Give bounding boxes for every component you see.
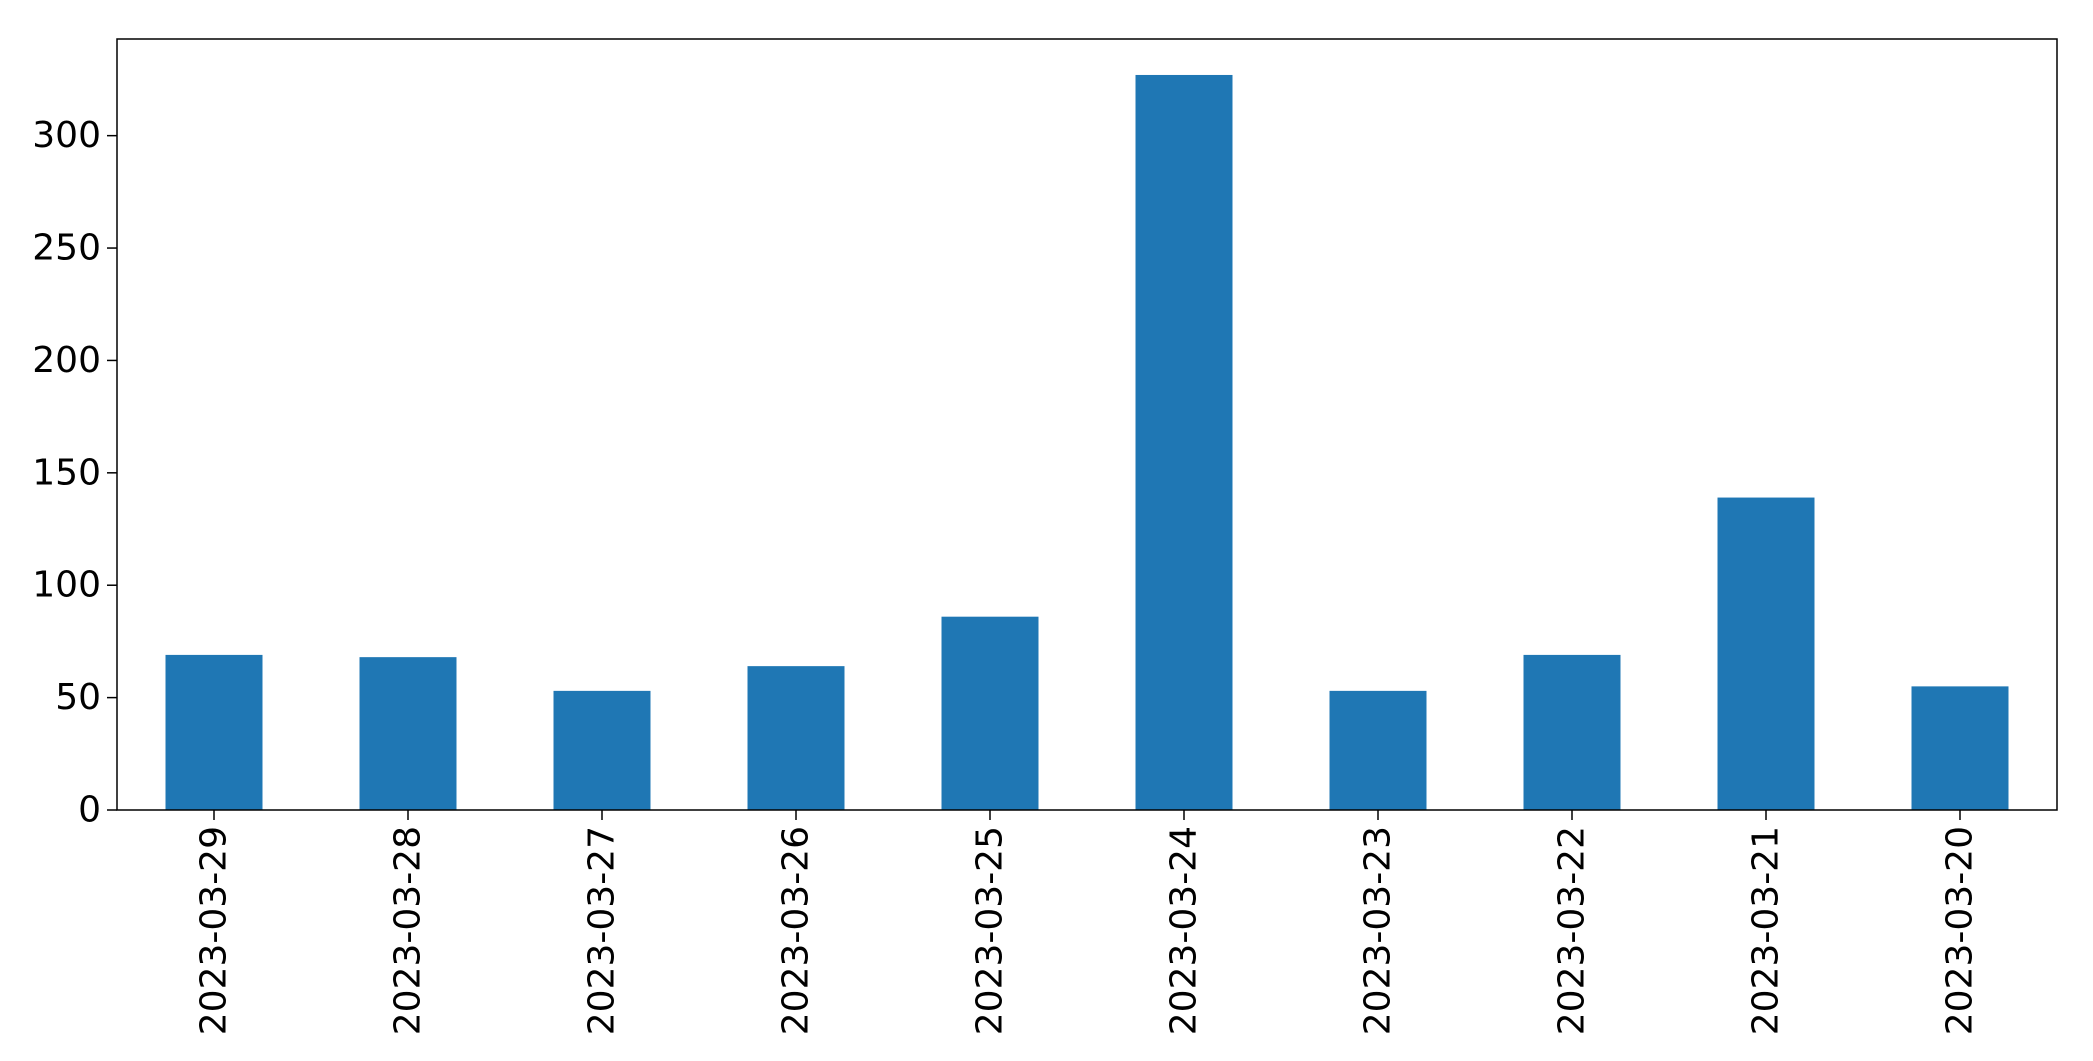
y-tick-label: 300 [32,115,101,156]
plot-frame [116,38,2058,811]
bar-2023-03-20 [1911,686,2009,810]
x-tick-label: 2023-03-23 [1358,826,1399,1035]
bar-2023-03-23 [1329,690,1427,810]
x-tick-label: 2023-03-24 [1164,826,1205,1035]
bar-2023-03-28 [359,657,457,810]
x-tick-label: 2023-03-29 [194,826,235,1035]
x-tick-label: 2023-03-28 [388,826,429,1035]
y-tick-label: 100 [32,565,101,606]
x-tick-label: 2023-03-20 [1940,826,1981,1035]
bar-2023-03-22 [1523,654,1621,810]
bar-2023-03-24 [1135,74,1233,810]
y-tick-label: 200 [32,340,101,381]
bar-2023-03-27 [553,690,651,810]
y-tick-label: 50 [55,677,101,718]
bar-2023-03-26 [747,666,845,810]
bar-2023-03-21 [1717,497,1815,810]
bars-layer [165,74,2009,810]
y-tick-label: 250 [32,228,101,269]
x-tick-label: 2023-03-27 [582,826,623,1035]
x-tick-label: 2023-03-26 [776,826,817,1035]
x-tick-label: 2023-03-21 [1746,826,1787,1035]
x-axis: 2023-03-29 2023-03-28 2023-03-27 2023-03-26… [194,810,1981,1035]
bar-2023-03-25 [941,616,1039,810]
y-tick-label: 150 [32,452,101,493]
y-axis: 0 50 100 150 200 250 300 [32,115,117,831]
x-tick-label: 2023-03-22 [1552,826,1593,1035]
x-tick-label: 2023-03-25 [970,826,1011,1035]
y-tick-label: 0 [78,790,101,831]
bar-2023-03-29 [165,654,263,810]
